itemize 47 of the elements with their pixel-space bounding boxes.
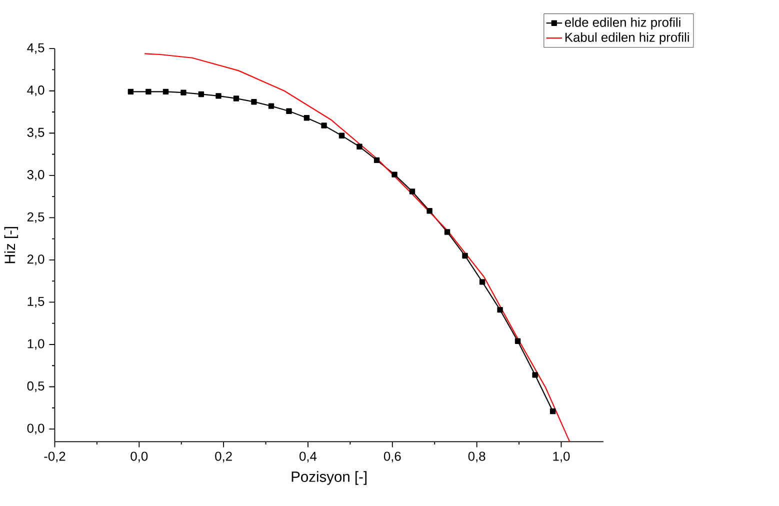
x-tick-label: 0,6: [384, 452, 401, 462]
point: [444, 229, 450, 235]
x-tick-label: 0,8: [468, 452, 486, 462]
point: [550, 408, 556, 414]
point: [321, 122, 327, 128]
point: [532, 372, 538, 378]
line-series: [144, 52, 570, 442]
point: [409, 188, 416, 194]
x-tick-label: -0,2: [44, 452, 66, 462]
point: [356, 144, 362, 150]
x-axis-title: Pozisyon [-]: [292, 470, 366, 485]
point: [514, 338, 521, 344]
y-tick-label: 4,0: [27, 85, 44, 96]
point: [233, 95, 240, 102]
y-tick-label: 0,0: [27, 424, 44, 434]
y-tick-label: 0,5: [27, 381, 44, 392]
x-tick-label: 0,0: [130, 452, 148, 462]
y-tick-label: 1,5: [28, 296, 44, 308]
point: [304, 114, 310, 121]
y-tick-label: 4,5: [27, 43, 44, 54]
point: [162, 88, 169, 94]
y-axis-title: Hiz [-]: [4, 226, 18, 263]
x-tick-label: 0,4: [300, 452, 317, 462]
point: [128, 88, 134, 94]
y-tick-label: 3,0: [27, 170, 44, 181]
point: [338, 132, 345, 138]
legend-label: Kabul edilen hiz profili: [565, 32, 689, 44]
legend-label: elde edilen hiz profili: [564, 17, 680, 30]
point: [216, 92, 222, 99]
point: [251, 98, 257, 105]
y-tick-label: 3,5: [27, 128, 44, 138]
y-tick-label: 2,0: [27, 254, 44, 266]
point: [392, 172, 398, 178]
point: [426, 208, 432, 214]
point: [479, 278, 486, 285]
point: [198, 91, 204, 97]
point: [497, 306, 503, 313]
x-tick-label: 0,2: [215, 452, 232, 462]
point: [180, 90, 186, 96]
point: [268, 103, 274, 109]
point: [146, 88, 152, 94]
point: [462, 252, 468, 258]
point: [374, 157, 380, 163]
y-tick-label: 2,5: [27, 212, 44, 223]
point: [286, 108, 292, 114]
y-tick-label: 1,0: [28, 338, 44, 350]
x-tick-label: 1,0: [553, 452, 570, 462]
